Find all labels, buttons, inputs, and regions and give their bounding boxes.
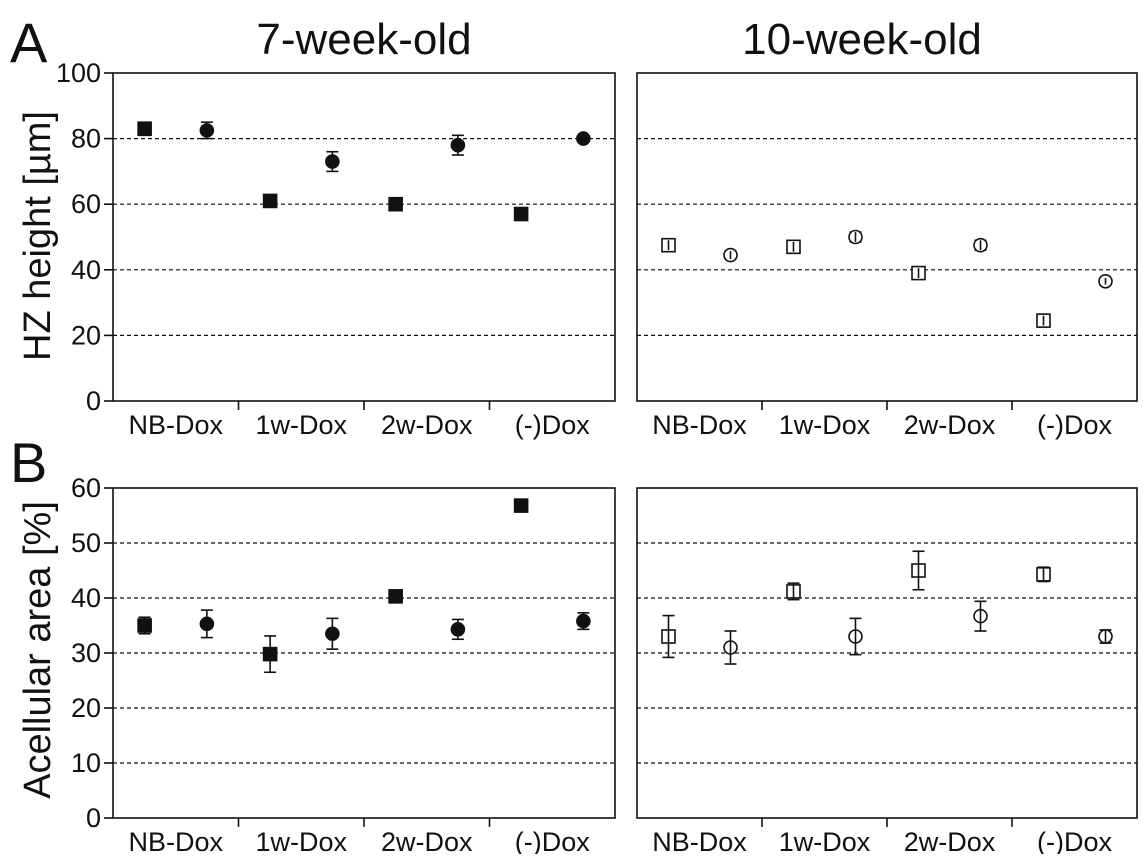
data-point-circle — [325, 154, 340, 169]
panel-label-a: A — [10, 11, 48, 74]
x-tick-label: 2w-Dox — [904, 410, 996, 440]
plot-frame — [636, 72, 1138, 402]
plot-panel-0: 0 20 40 60 80 100 NB-Dox 1w-Dox 2w-Dox (-)Dox — [56, 58, 616, 440]
plot-frame — [112, 72, 616, 402]
y-tick-label: 60 — [71, 473, 101, 503]
x-tick-label: NB-Dox — [128, 410, 223, 440]
data-point-circle — [450, 622, 466, 637]
plot-frame — [636, 487, 1138, 819]
data-point-circle — [576, 613, 591, 629]
y-tick-label: 0 — [86, 803, 101, 833]
y-tick-label: 20 — [71, 320, 101, 350]
x-tick-label: NB-Dox — [652, 410, 747, 440]
x-tick-label: 1w-Dox — [255, 827, 347, 854]
y-tick-label: 10 — [71, 748, 101, 778]
x-tick-label: 1w-Dox — [255, 410, 347, 440]
x-tick-label: 2w-Dox — [904, 827, 996, 854]
plot-panel-2: 0 10 20 30 40 50 60 NB-Dox 1w-Dox 2w-Dox (-)Dox — [71, 473, 616, 857]
data-point-circle — [325, 626, 340, 642]
plot-frame — [112, 487, 616, 819]
x-tick-label: (-)Dox — [1037, 410, 1112, 440]
column-title-10-week: 10-week-old — [742, 15, 982, 64]
data-point-circle — [450, 137, 466, 153]
y-tick-label: 50 — [71, 528, 101, 558]
data-point-square — [137, 618, 152, 633]
data-point-square — [388, 589, 403, 604]
x-tick-label: 1w-Dox — [779, 827, 871, 854]
plot-panel-1: NB-Dox 1w-Dox 2w-Dox (-)Dox — [636, 72, 1138, 440]
data-point-circle — [576, 131, 591, 146]
y-tick-label: 40 — [71, 255, 101, 285]
y-tick-label: 30 — [71, 638, 101, 668]
x-tick-label: (-)Dox — [515, 410, 590, 440]
x-tick-label: (-)Dox — [1037, 827, 1112, 854]
x-tick-label: NB-Dox — [128, 827, 223, 854]
data-point-square — [262, 646, 278, 662]
y-tick-label: 0 — [86, 386, 101, 416]
data-point-square — [388, 196, 403, 212]
panel-label-b: B — [10, 431, 47, 494]
data-point-square — [513, 206, 529, 222]
y-tick-label: 80 — [71, 124, 101, 154]
y-axis-label-hz-height: HZ height [µm] — [17, 111, 59, 361]
y-tick-label: 40 — [71, 583, 101, 613]
data-point-circle — [199, 123, 215, 138]
x-tick-label: 2w-Dox — [381, 827, 473, 854]
data-point-circle — [199, 616, 215, 632]
column-title-7-week: 7-week-old — [256, 15, 471, 64]
x-tick-label: NB-Dox — [652, 827, 747, 854]
y-tick-label: 60 — [71, 189, 101, 219]
x-tick-label: 1w-Dox — [779, 410, 871, 440]
plot-panel-3: NB-Dox 1w-Dox 2w-Dox (-)Dox — [636, 487, 1138, 857]
x-tick-label: 2w-Dox — [381, 410, 473, 440]
data-point-square — [137, 121, 152, 137]
data-point-square — [262, 193, 278, 209]
y-axis-label-acellular-area: Acellular area [%] — [17, 501, 59, 799]
y-tick-label: 20 — [71, 693, 101, 723]
y-tick-label: 100 — [56, 58, 101, 88]
x-tick-label: (-)Dox — [515, 827, 590, 854]
data-point-square — [513, 498, 529, 513]
